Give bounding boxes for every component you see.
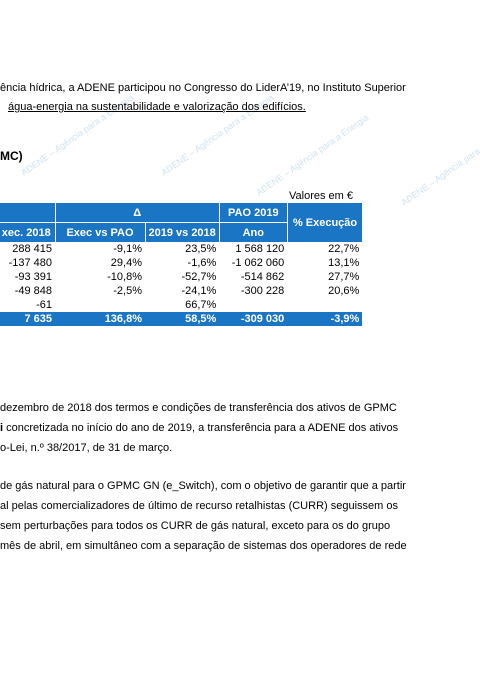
table-cell: 13,1% (328, 257, 360, 269)
intro-line: água-energia na sustentabilidade e valor… (8, 101, 306, 113)
budget-table: Δ PAO 2019 % Execução xec. 2018 Exec vs … (0, 203, 363, 326)
header-cell: Δ (55, 203, 220, 223)
unit-note: Valores em € (289, 190, 353, 202)
table-row: -61 66,7% (0, 298, 362, 312)
table-row: -137 480 29,4% -1,6% -1 062 060 13,1% (0, 256, 362, 270)
table-cell: 1 568 120 (235, 243, 285, 255)
table-body: 288 415 -9,1% 23,5% 1 568 120 22,7% -137 480 2… (0, 242, 363, 326)
header-row: xec. 2018 Exec vs PAO 2019 vs 2018 Ano (0, 222, 362, 242)
table-cell: 29,4% (110, 257, 142, 269)
text: concretizada no início do ano de 2019, a… (3, 422, 399, 434)
paragraph-line: al pelas comercializadores de último de … (0, 500, 398, 512)
table-cell: -93 391 (14, 271, 52, 283)
table-cell: 136,8% (55, 312, 145, 326)
header-cell: Ano (219, 222, 288, 242)
section-title: MC) (0, 149, 23, 163)
table-cell: 288 415 (12, 243, 52, 255)
table-cell (55, 298, 145, 312)
table-cell: -1 062 060 (231, 257, 285, 269)
header-row: Δ PAO 2019 % Execução (0, 203, 363, 242)
paragraph-line: dezembro de 2018 dos termos e condições … (0, 402, 397, 414)
table-cell: -514 862 (240, 271, 285, 283)
table-cell (219, 298, 287, 312)
table-cell: -49 848 (14, 285, 52, 297)
table-cell: -10,8% (107, 271, 142, 283)
header-cell: 2019 vs 2018 (145, 222, 220, 242)
watermark: ADENE – Agência para a Energia (399, 122, 480, 208)
header-cell: Exec vs PAO (55, 222, 146, 242)
table-cell: -61 (36, 299, 52, 311)
table-cell: -309 030 (219, 312, 288, 326)
paragraph-line: o-Lei, n.º 38/2017, de 31 de março. (0, 442, 173, 454)
table-cell: 7 635 (0, 312, 55, 326)
table-cell: 66,7% (185, 299, 217, 311)
intro-line: ência hídrica, a ADENE participou no Con… (0, 82, 406, 94)
table-cell: -137 480 (8, 257, 52, 269)
table-cell: -300 228 (240, 285, 285, 297)
table-row: -93 391 -10,8% -52,7% -514 862 27,7% (0, 270, 362, 284)
table-row: 288 415 -9,1% 23,5% 1 568 120 22,7% (0, 242, 362, 256)
table-cell: 20,6% (328, 285, 360, 297)
table-cell: 23,5% (185, 243, 217, 255)
watermark: ADENE – Agência para a Energia (254, 112, 371, 198)
paragraph-line: i concretizada no início do ano de 2019,… (0, 422, 398, 434)
table-cell: -3,9% (287, 312, 363, 326)
table-cell (287, 298, 362, 312)
header-cell: xec. 2018 (0, 222, 56, 242)
table-cell: -9,1% (113, 243, 142, 255)
table-cell: -1,6% (187, 257, 217, 269)
bold-text: i (0, 422, 4, 434)
paragraph-line: mês de abril, em simultâneo com a separa… (0, 540, 407, 552)
header-cell: PAO 2019 (219, 203, 288, 223)
table-cell: 27,7% (328, 271, 360, 283)
table-row: -49 848 -2,5% -24,1% -300 228 20,6% (0, 284, 362, 298)
paragraph-line: sem perturbações para todos os CURR de g… (0, 520, 391, 532)
table-row: 7 635 136,8% 58,5% -309 030 -3,9% (0, 312, 363, 326)
table-cell: -2,5% (113, 285, 142, 297)
paragraph-line: de gás natural para o GPMC GN (e_Switch)… (0, 480, 406, 492)
table-cell: -52,7% (181, 271, 217, 283)
header-cell: % Execução (287, 203, 363, 242)
table-cell: 22,7% (328, 243, 360, 255)
table-cell: 58,5% (145, 312, 220, 326)
table-cell: -24,1% (181, 285, 217, 297)
